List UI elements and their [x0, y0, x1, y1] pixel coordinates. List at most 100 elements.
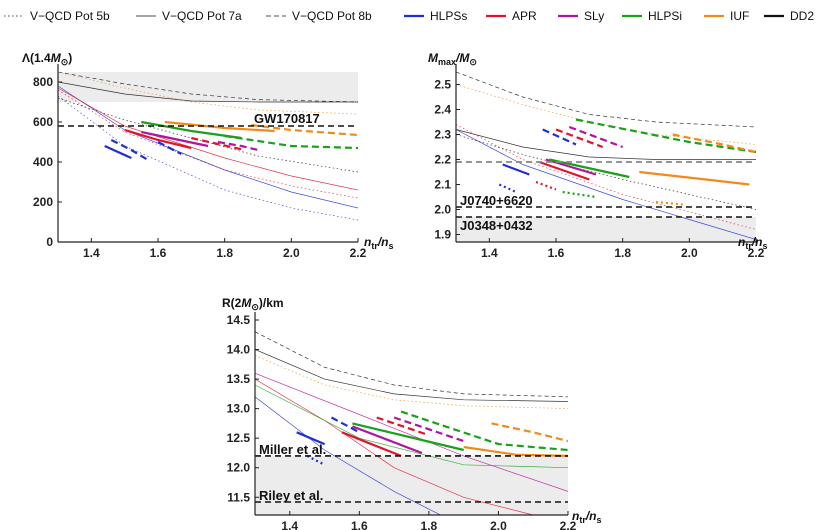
series-line-iuf-dotted: [58, 72, 358, 115]
legend-item-dd2: DD2: [764, 9, 814, 23]
legend-label-apr: APR: [512, 9, 537, 23]
series-line-dd2-solid: [255, 349, 568, 402]
y-tick-label: 2.2: [434, 153, 451, 167]
y-tick-label: 2.5: [434, 78, 451, 92]
series-line-iuf-solid: [164, 120, 275, 133]
series-line-sly-dashed: [568, 125, 624, 149]
y-tick-label: 200: [33, 195, 53, 209]
series-line-apr-dashed: [376, 416, 430, 437]
x-axis-label-ntr-ns-3: ntr/ns: [572, 509, 602, 525]
series-line-sly-solid: [255, 372, 568, 492]
series-line-dd2-dashed: [255, 331, 568, 398]
x-tick-label: 2.2: [560, 519, 577, 530]
series-line-apr-dashed: [191, 136, 245, 152]
y-tick-label: 14.5: [227, 313, 251, 327]
y-tick-label: 11.5: [227, 490, 250, 504]
x-tick-label: 1.6: [150, 246, 167, 260]
x-tick-label: 1.8: [216, 246, 233, 260]
x-tick-label: 1.4: [281, 519, 298, 530]
series-line-iuf-dotted: [456, 84, 756, 145]
y-tick-label: 2.3: [434, 128, 451, 142]
limit-label: J0348+0432: [460, 218, 533, 233]
excluded-region: [255, 455, 568, 515]
legend-label-sly: SLy: [584, 9, 604, 23]
x-tick-label: 2.2: [748, 246, 765, 260]
x-axis-label-ntr-ns: ntr/ns: [364, 235, 394, 251]
limit-label: Miller et al.: [259, 442, 326, 457]
series-line-iuf-dashed: [491, 422, 568, 443]
y-tick-label: 0: [46, 235, 53, 249]
y-axis-label-radius: R(2M⊙)/km: [222, 296, 284, 312]
series-line-hlpsi-solid: [255, 384, 568, 469]
series-line-iuf-dashed: [251, 123, 358, 137]
series-line-dd2-dotted: [456, 134, 756, 210]
series-line-dd2-solid: [456, 129, 756, 160]
series-line-iuf-solid: [639, 170, 750, 186]
series-line-apr-solid: [58, 87, 358, 191]
x-tick-label: 1.4: [481, 246, 498, 260]
series-line-apr-solid: [538, 160, 590, 181]
legend-item-hlpsi: HLPSi: [622, 9, 682, 23]
series-line-hlpss-dashed: [542, 128, 577, 146]
y-tick-label: 13.5: [227, 372, 251, 386]
legend-label-dd2: DD2: [790, 9, 814, 23]
limit-label: J0740+6620: [460, 193, 533, 208]
series-line-dd2-solid: [58, 81, 358, 103]
panel-maximum-mass: J0740+6620 J0348+0432 1.4 1.6 1.8 2.0 2.2 1.9 2…: [428, 51, 768, 260]
y-tick-label: 1.9: [434, 228, 451, 242]
y-tick-label: 13.0: [227, 402, 251, 416]
legend-label-hlpss: HLPSs: [430, 9, 467, 23]
y-tick-label: 12.0: [227, 461, 251, 475]
series-line-apr-solid: [341, 431, 402, 457]
series-line-dd2-dashed: [456, 72, 756, 128]
series-line-sly-solid: [141, 130, 209, 148]
series-line-hlpsi-dashed: [224, 134, 358, 150]
legend-item-pot8b: V−QCD Pot 8b: [266, 9, 372, 23]
series-line-sly-dashed: [217, 140, 259, 152]
x-tick-label: 2.2: [350, 246, 367, 260]
series-line-sly-dashed: [393, 416, 465, 443]
legend-label-pot5b: V−QCD Pot 5b: [30, 9, 110, 23]
series-line-hlpss-dotted: [498, 183, 517, 194]
series-line-dd2-dashed: [58, 72, 358, 103]
x-tick-label: 1.4: [83, 246, 100, 260]
x-tick-label: 1.6: [351, 519, 368, 530]
x-axis-label-ntr-ns-2: ntr/ns: [738, 235, 768, 251]
x-tick-label: 2.0: [283, 246, 300, 260]
y-tick-label: 2.4: [434, 103, 451, 117]
legend-item-pot5b: V−QCD Pot 5b: [4, 9, 110, 23]
x-tick-label: 2.0: [681, 246, 698, 260]
series-line-sly-solid: [545, 158, 597, 176]
series-line-hlpss-dotted: [306, 454, 326, 466]
series-line-hlpss-solid: [58, 85, 358, 209]
series-line-hlpsi-solid: [141, 120, 242, 140]
series-line-hlpss-dashed: [157, 141, 182, 155]
legend-item-iuf: IUF: [704, 9, 749, 23]
legend-item-apr: APR: [486, 9, 537, 23]
series-line-apr-dotted: [58, 89, 358, 199]
limit-label: Riley et al.: [259, 488, 323, 503]
series-line-hlpsi-solid: [549, 158, 630, 179]
series-line-hlpsi-dashed: [400, 410, 568, 452]
y-tick-label: 800: [33, 75, 53, 89]
y-tick-label: 400: [33, 155, 53, 169]
series-line-dd2-dotted: [58, 97, 358, 173]
series-line-apr-solid: [255, 378, 534, 515]
y-axis-label-lambda: Λ(1.4M⊙): [22, 51, 72, 67]
series-line-hlpss-solid: [502, 163, 530, 176]
y-tick-label: 12.5: [227, 431, 251, 445]
excluded-region: [58, 72, 358, 102]
series-line-hlpss-dashed: [330, 416, 360, 434]
y-axis-label-mmax: Mmax/M⊙: [428, 51, 477, 67]
legend-item-sly: SLy: [558, 9, 604, 23]
series-line-sly-solid: [352, 425, 423, 455]
x-tick-label: 2.0: [490, 519, 507, 530]
x-tick-label: 1.8: [614, 246, 631, 260]
legend: V−QCD Pot 5b V−QCD Pot 7a V−QCD Pot 8b H…: [4, 9, 814, 23]
series-line-hlpss-solid: [104, 144, 132, 160]
x-tick-label: 1.6: [548, 246, 565, 260]
series-line-hlpss-solid: [456, 129, 756, 240]
legend-item-pot7a: V−QCD Pot 7a: [136, 9, 242, 23]
